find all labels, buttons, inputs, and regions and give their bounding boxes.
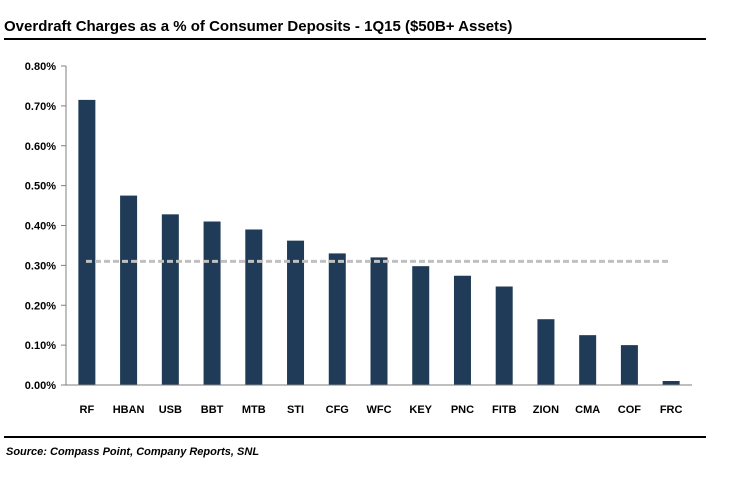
x-tick-label: KEY bbox=[409, 404, 432, 416]
x-tick-label: RF bbox=[80, 404, 95, 416]
bar-wfc bbox=[370, 257, 388, 385]
bar-cfg bbox=[328, 253, 346, 385]
bar-cma bbox=[579, 335, 597, 385]
chart-title: Overdraft Charges as a % of Consumer Dep… bbox=[4, 18, 513, 35]
bar-zion bbox=[537, 319, 555, 385]
x-tick-label: FRC bbox=[660, 404, 683, 416]
x-tick-label: WFC bbox=[366, 404, 391, 416]
bar-hban bbox=[120, 195, 138, 385]
title-underline bbox=[4, 38, 706, 40]
y-axis-ticks: 0.00% 0.10% 0.20% 0.30% 0.40% 0.50% 0.60% 0.70%… bbox=[25, 61, 66, 392]
y-tick-label: 0.10% bbox=[25, 340, 56, 352]
bar-frc bbox=[662, 381, 680, 385]
bar-sti bbox=[287, 240, 305, 385]
bar-fitb bbox=[495, 286, 513, 385]
bar-mtb bbox=[245, 229, 263, 385]
x-tick-label: FITB bbox=[492, 404, 516, 416]
bar-usb bbox=[161, 214, 179, 385]
y-tick-label: 0.40% bbox=[25, 221, 56, 233]
bar-chart: 0.00% 0.10% 0.20% 0.30% 0.40% 0.50% 0.60% 0.70%… bbox=[25, 61, 692, 416]
y-tick-label: 0.80% bbox=[25, 61, 56, 73]
y-tick-label: 0.60% bbox=[25, 141, 56, 153]
y-tick-label: 0.00% bbox=[25, 380, 56, 392]
x-tick-label: USB bbox=[159, 404, 182, 416]
x-tick-label: PNC bbox=[451, 404, 474, 416]
y-tick-label: 0.20% bbox=[25, 300, 56, 312]
x-tick-label: HBAN bbox=[113, 404, 145, 416]
x-tick-label: CMA bbox=[575, 404, 600, 416]
bar-cof bbox=[620, 345, 638, 385]
bar-pnc bbox=[453, 275, 471, 385]
x-tick-label: CFG bbox=[326, 404, 349, 416]
bar-rf bbox=[78, 99, 96, 386]
x-tick-label: BBT bbox=[201, 404, 224, 416]
bars bbox=[78, 99, 680, 386]
x-tick-label: MTB bbox=[242, 404, 266, 416]
y-tick-label: 0.30% bbox=[25, 260, 56, 272]
x-tick-label: STI bbox=[287, 404, 304, 416]
source-note: Source: Compass Point, Company Reports, … bbox=[6, 446, 260, 458]
source-divider bbox=[4, 436, 706, 438]
x-tick-label: ZION bbox=[533, 404, 559, 416]
bar-key bbox=[412, 266, 430, 385]
y-tick-label: 0.70% bbox=[25, 101, 56, 113]
x-tick-label: COF bbox=[618, 404, 642, 416]
y-tick-label: 0.50% bbox=[25, 181, 56, 193]
bar-bbt bbox=[203, 221, 221, 385]
x-axis-labels: RF HBAN USB BBT MTB STI CFG WFC KEY PNC FITB ZION CM… bbox=[80, 404, 683, 416]
